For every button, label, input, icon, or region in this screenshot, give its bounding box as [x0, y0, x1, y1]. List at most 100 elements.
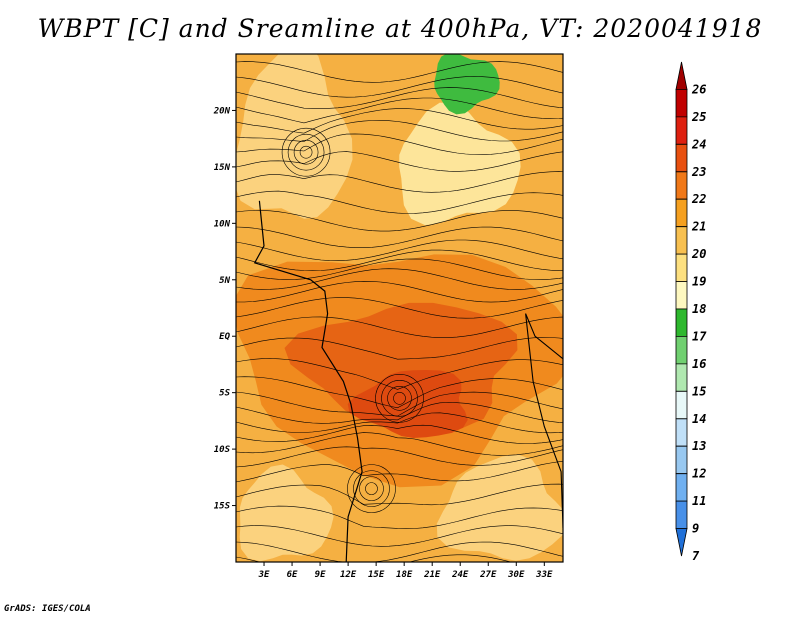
streamline	[236, 525, 563, 547]
streamline	[236, 280, 563, 303]
streamline	[236, 483, 563, 506]
country-borders	[253, 200, 563, 562]
colorbar-swatch	[675, 528, 688, 557]
colorbar-swatch	[675, 418, 688, 447]
streamline	[236, 358, 563, 390]
streamline	[236, 316, 563, 338]
colorbar-label: 25	[691, 110, 706, 124]
colorbar-swatch	[675, 445, 688, 475]
vortex-ring	[365, 482, 378, 495]
streamline	[236, 76, 563, 98]
field-region-20	[436, 454, 563, 561]
colorbar-swatch	[675, 253, 688, 283]
vortex-ring	[393, 392, 406, 405]
temperature-field	[236, 54, 563, 562]
colorbar-swatch	[675, 473, 688, 502]
vortex-ring	[375, 374, 424, 423]
colorbar-swatch	[675, 335, 688, 365]
streamline	[236, 190, 563, 214]
vortex-ring	[281, 127, 331, 177]
lon-tick-label: 24E	[451, 570, 469, 580]
streamline	[236, 391, 563, 417]
vortex-ring	[347, 464, 396, 513]
streamline	[236, 337, 563, 360]
lon-tick-label: 3E	[258, 570, 270, 580]
colorbar-label: 12	[692, 467, 706, 481]
colorbar-swatch	[675, 363, 688, 392]
streamline	[236, 226, 563, 248]
colorbar-swatch	[675, 143, 688, 173]
credit-label: GrADS: IGES/COLA	[4, 604, 91, 614]
field-region-24	[347, 370, 468, 438]
lake-outline	[525, 313, 563, 529]
vortex-ring	[359, 476, 384, 501]
map-title: WBPT [C] and Sreamline at 400hPa, VT: 20…	[37, 14, 763, 43]
streamline	[236, 432, 563, 456]
streamline	[236, 151, 563, 172]
vortex-ring	[381, 380, 418, 417]
colorbar: 26 25 24 23 22 21 20 19 18 17 16 15 14 13 12 11 9 7	[675, 61, 707, 563]
streamline	[236, 133, 563, 155]
colorbar-label: 9	[692, 522, 699, 536]
colorbar-swatch	[675, 89, 688, 118]
streamline	[236, 297, 563, 319]
streamline	[236, 268, 563, 290]
vortex-ring	[387, 386, 412, 411]
streamline	[236, 412, 563, 434]
colorbar-swatch	[675, 116, 688, 145]
colorbar-label: 14	[692, 412, 706, 426]
field-region-17	[434, 54, 500, 115]
colorbar-swatch	[675, 390, 688, 420]
lon-tick-label: 12E	[340, 570, 357, 580]
lat-tick-label: 5S	[219, 389, 230, 399]
colorbar-swatch	[675, 198, 688, 228]
streamline	[236, 171, 563, 193]
streamline	[236, 97, 563, 124]
lat-tick-label: 15S	[214, 502, 231, 512]
streamline	[236, 108, 563, 134]
streamline	[236, 239, 563, 262]
longitude-axis: 3E 6E 9E 12E 15E 18E 21E 24E 27E 30E 33E	[258, 562, 553, 580]
colorbar-swatch	[675, 308, 688, 337]
colorbar-label: 24	[691, 137, 706, 151]
field-region-20	[239, 464, 334, 562]
streamline	[236, 249, 563, 272]
colorbar-label: 16	[692, 357, 706, 371]
lat-tick-label: 10N	[214, 219, 231, 229]
colorbar-label: 11	[692, 494, 706, 508]
streamline	[236, 210, 563, 232]
streamline	[236, 541, 563, 562]
lon-tick-label: 18E	[396, 570, 413, 580]
colorbar-swatch	[675, 171, 688, 200]
lon-tick-label: 6E	[287, 570, 298, 580]
streamline	[236, 376, 563, 409]
colorbar-label: 19	[692, 275, 706, 289]
streamline	[236, 424, 563, 444]
colorbar-swatch	[675, 281, 688, 310]
vortex-ring	[293, 139, 319, 165]
colorbar-swatch	[675, 61, 688, 90]
lat-tick-label: EQ	[219, 332, 230, 342]
colorbar-label: 23	[691, 165, 706, 179]
colorbar-swatch	[675, 226, 688, 255]
lat-tick-label: 20N	[213, 106, 231, 116]
latitude-axis: 20N 15N 10N 5N EQ 5S 10S 15S	[213, 106, 236, 512]
map-frame	[235, 53, 564, 563]
lon-tick-label: 30E	[507, 570, 525, 580]
colorbar-label: 21	[691, 220, 706, 234]
streamline	[236, 460, 563, 483]
streamlines	[236, 61, 563, 562]
streamline	[236, 446, 563, 468]
colorbar-swatch	[675, 500, 688, 529]
streamline	[236, 87, 563, 109]
colorbar-label: 13	[692, 439, 706, 453]
colorbar-label: 26	[691, 82, 706, 96]
lon-tick-label: 27E	[479, 570, 497, 580]
lon-tick-label: 33E	[535, 570, 553, 580]
colorbar-label: 15	[692, 384, 706, 398]
colorbar-label: 22	[691, 192, 706, 206]
streamline	[236, 505, 563, 529]
streamline	[236, 258, 563, 280]
lon-tick-label: 15E	[368, 570, 385, 580]
